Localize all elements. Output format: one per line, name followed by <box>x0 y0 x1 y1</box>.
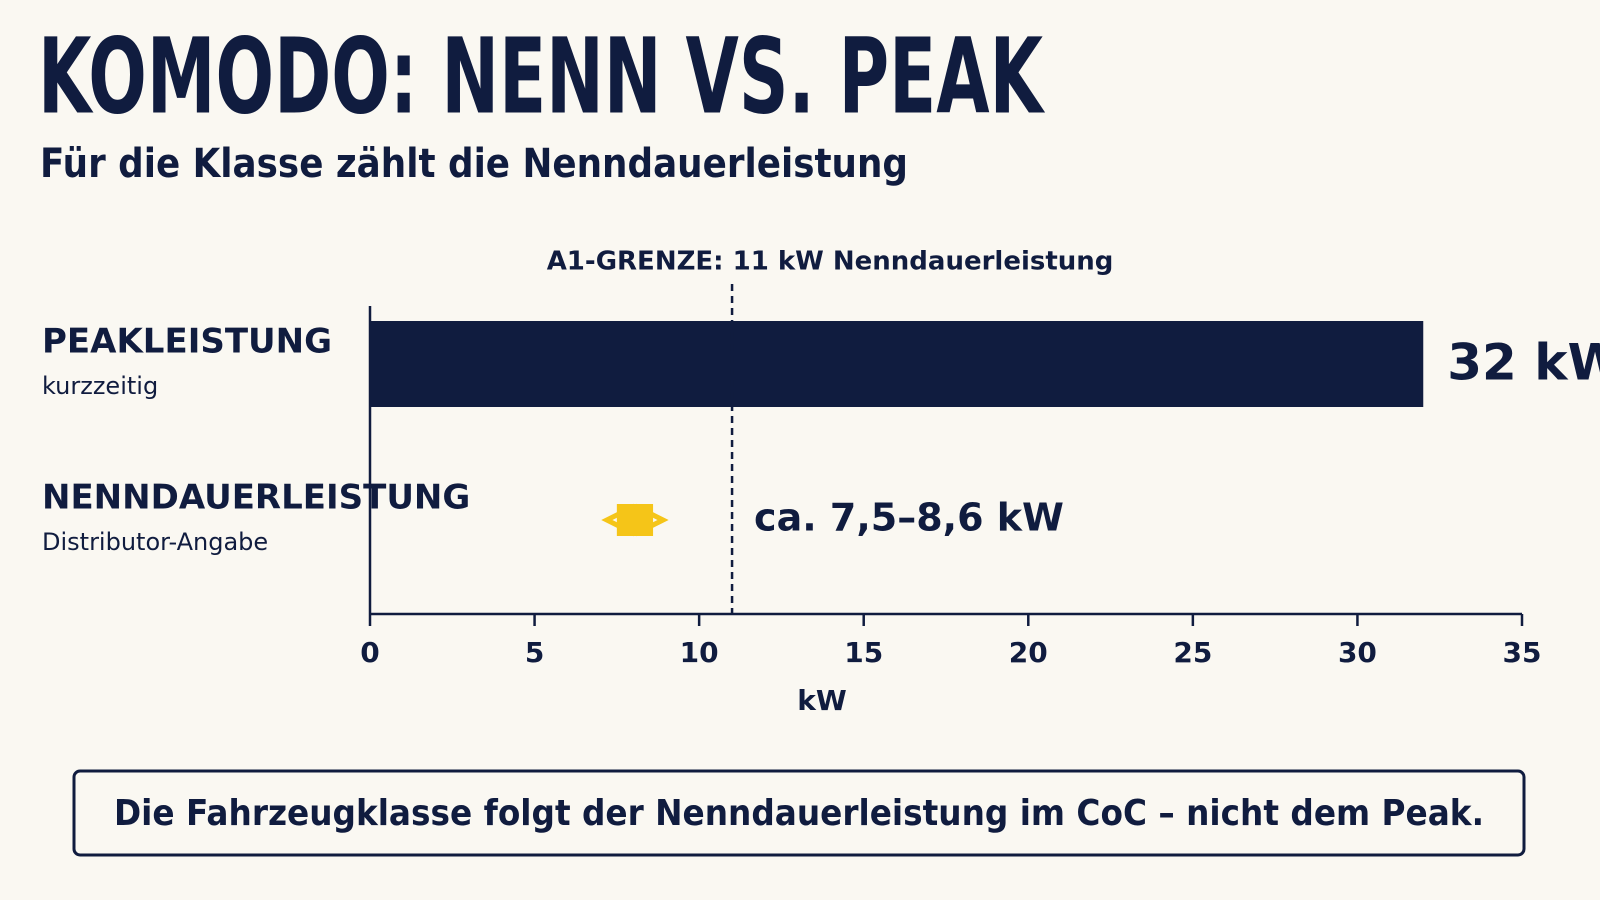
category-sublabel: kurzzeitig <box>42 372 158 400</box>
x-tick-label: 25 <box>1173 636 1212 669</box>
chart-subtitle: Für die Klasse zählt die Nenndauerleistu… <box>40 141 908 187</box>
x-axis-label: kW <box>797 684 847 717</box>
x-tick-label: 30 <box>1338 636 1377 669</box>
x-tick-label: 15 <box>844 636 883 669</box>
chart-title: KOMODO: NENN VS. PEAK <box>38 15 1045 137</box>
category-sublabel: Distributor-Angabe <box>42 528 268 556</box>
reference-label: A1-GRENZE: 11 kW Nenndauerleistung <box>547 247 1114 277</box>
x-tick-label: 5 <box>525 636 544 669</box>
range-bar <box>616 504 654 536</box>
category-label: PEAKLEISTUNG <box>42 322 332 362</box>
note-box <box>72 769 1526 857</box>
arrow-head <box>601 503 636 537</box>
arrow-head <box>633 503 669 537</box>
x-tick-label: 20 <box>1009 636 1048 669</box>
category-label: NENNDAUERLEISTUNG <box>42 478 470 518</box>
x-tick-label: 0 <box>360 636 379 669</box>
value-label: 32 kW <box>1447 334 1600 392</box>
x-tick-label: 35 <box>1503 636 1542 669</box>
x-tick-label: 10 <box>680 636 719 669</box>
bar <box>370 321 1424 407</box>
value-label: ca. 7,5–8,6 kW <box>754 496 1064 540</box>
note: Die Fahrzeugklasse folgt der Nenndauerle… <box>114 793 1484 834</box>
